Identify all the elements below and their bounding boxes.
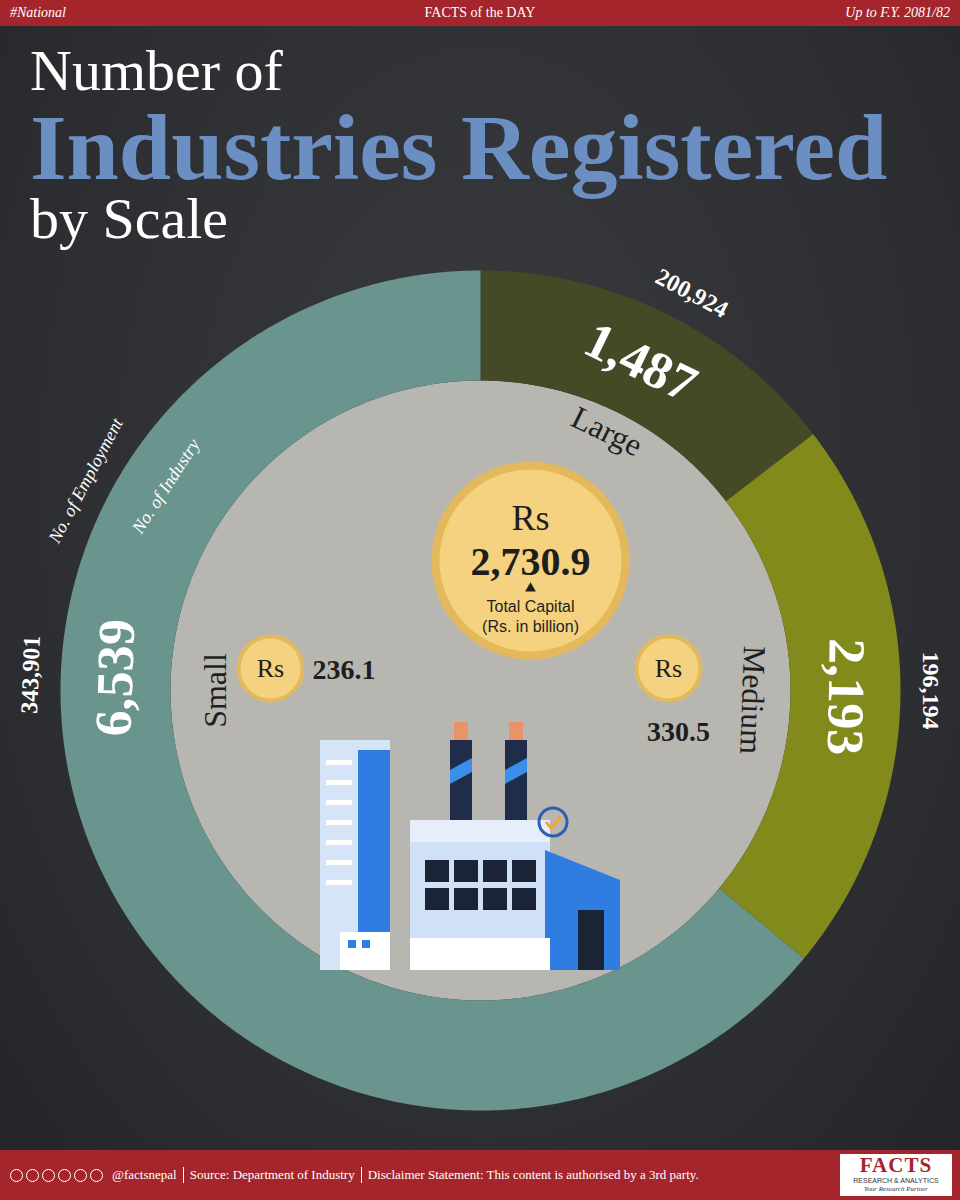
- svg-text:No. of Employment: No. of Employment: [44, 414, 128, 547]
- svg-text:196,194196,194: 196,194196,194: [918, 652, 944, 730]
- svg-text:330.5330.5: 330.5330.5: [647, 716, 710, 747]
- svg-text:1,4871,487: 1,4871,487: [576, 310, 706, 413]
- svg-text:2,1932,193: 2,1932,193: [817, 638, 876, 756]
- svg-text:Total Capital: Total Capital: [486, 598, 574, 615]
- svg-text:Rs: Rs: [257, 654, 284, 683]
- svg-text:Medium: Medium: [733, 645, 773, 755]
- svg-text:Rs: Rs: [655, 654, 682, 683]
- html-text:FACTS of the DAY: FACTS of the DAY: [424, 5, 536, 20]
- html-text:FACTS: FACTS: [859, 1153, 933, 1177]
- html-text:Your Research Partner: Your Research Partner: [864, 1185, 928, 1193]
- svg-text:2,730.92,730.9: 2,730.92,730.9: [471, 539, 591, 584]
- html-text:Number of: Number of: [30, 38, 283, 103]
- svg-text:6,5396,539: 6,5396,539: [84, 618, 145, 737]
- svg-text:343,901343,901: 343,901343,901: [16, 635, 45, 714]
- svg-text:236.1236.1: 236.1236.1: [313, 654, 376, 685]
- html-text:@factsnepal: @factsnepal: [112, 1167, 177, 1182]
- svg-text:(Rs. in billion): (Rs. in billion): [482, 618, 579, 635]
- html-text:RESEARCH & ANALYTICS: RESEARCH & ANALYTICS: [853, 1177, 939, 1184]
- html-text:Industries Registered: Industries Registered: [30, 95, 888, 199]
- html-text:Source: Department of Industry: Source: Department of Industry: [189, 1167, 355, 1182]
- svg-text:Large: Large: [566, 399, 648, 464]
- svg-text:No. of Industry: No. of Industry: [127, 435, 203, 538]
- svg-text:Small: Small: [197, 653, 233, 728]
- html-text:#National: #National: [10, 5, 66, 20]
- html-text:Up to F.Y. 2081/82: Up to F.Y. 2081/82: [845, 5, 950, 20]
- html-text:Disclaimer Statement: This con: Disclaimer Statement: This content is au…: [367, 1167, 699, 1182]
- svg-text:200,924200,924: 200,924200,924: [651, 263, 732, 323]
- html-text:by Scale: by Scale: [30, 186, 229, 251]
- svg-text:Rs: Rs: [511, 498, 549, 538]
